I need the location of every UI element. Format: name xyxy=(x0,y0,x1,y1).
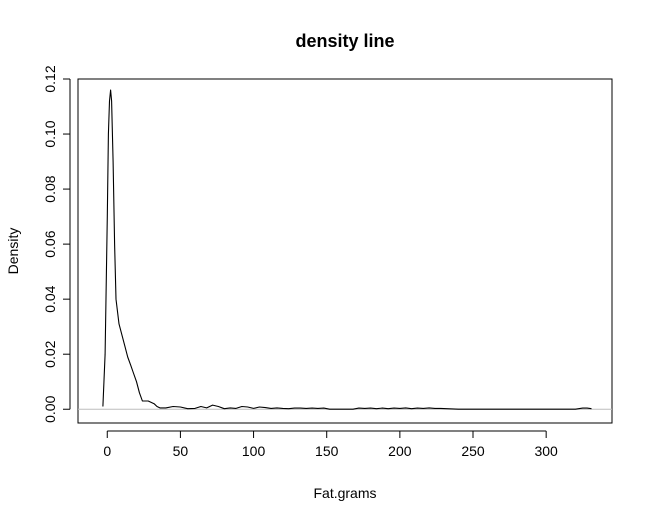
x-tick-label: 300 xyxy=(534,443,558,459)
x-tick-label: 100 xyxy=(242,443,266,459)
y-tick-label: 0.10 xyxy=(42,120,58,147)
x-tick-label: 0 xyxy=(103,443,111,459)
x-axis: 0 50 100 150 200 250 300 xyxy=(103,430,558,459)
density-series-line xyxy=(102,89,592,410)
y-tick-label: 0.04 xyxy=(42,285,58,312)
x-axis-label: Fat.grams xyxy=(313,485,376,501)
y-tick-label: 0.12 xyxy=(42,65,58,92)
plot-frame xyxy=(77,78,613,424)
y-tick-label: 0.00 xyxy=(42,395,58,422)
chart-title: density line xyxy=(295,31,394,51)
y-tick-label: 0.06 xyxy=(42,230,58,257)
x-tick-label: 50 xyxy=(173,443,189,459)
y-tick-label: 0.08 xyxy=(42,175,58,202)
x-tick-label: 200 xyxy=(388,443,412,459)
y-axis: 0.00 0.02 0.04 0.06 0.08 0.10 0.12 xyxy=(42,65,71,423)
y-tick-label: 0.02 xyxy=(42,340,58,367)
y-axis-label: Density xyxy=(5,228,21,275)
x-tick-label: 150 xyxy=(315,443,339,459)
x-tick-label: 250 xyxy=(461,443,485,459)
